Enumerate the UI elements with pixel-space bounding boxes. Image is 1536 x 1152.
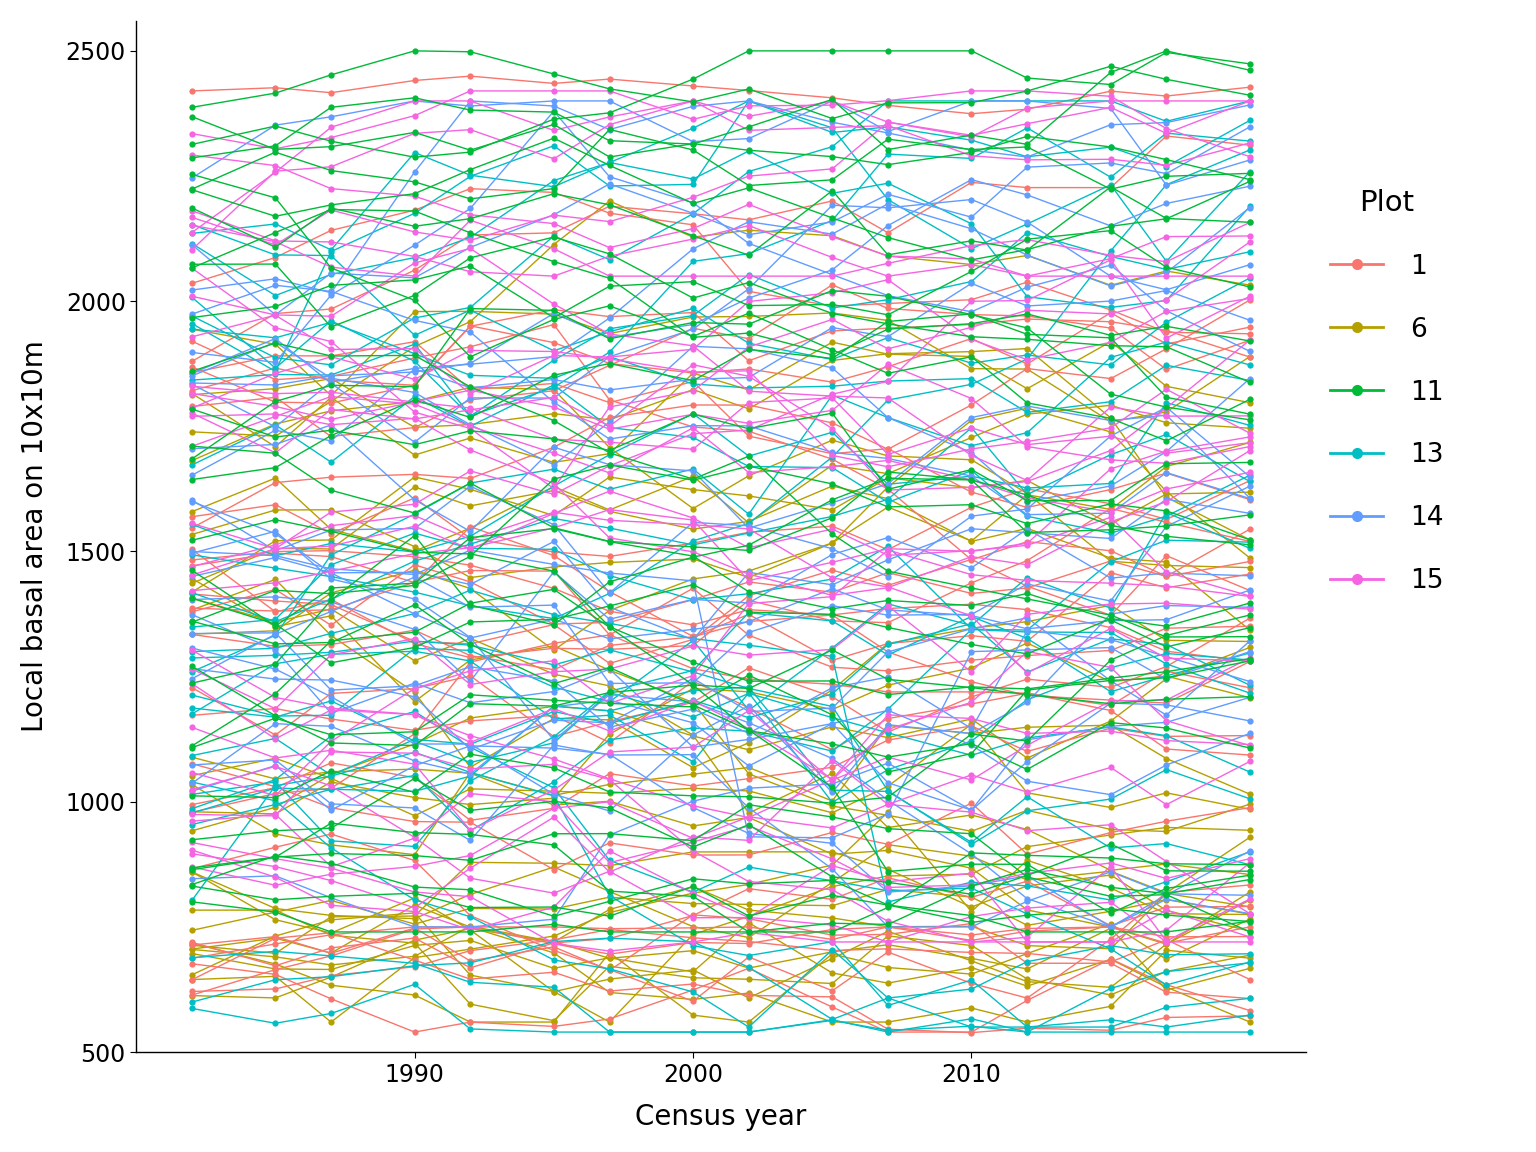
Legend: 1, 6, 11, 13, 14, 15: 1, 6, 11, 13, 14, 15: [1330, 189, 1444, 594]
Y-axis label: Local basal area on 10x10m: Local basal area on 10x10m: [22, 341, 49, 733]
X-axis label: Census year: Census year: [636, 1104, 806, 1131]
